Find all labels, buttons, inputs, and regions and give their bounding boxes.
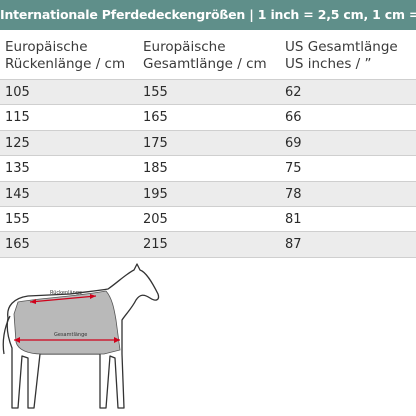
cell-back-length: 105 — [5, 85, 30, 100]
total-length-label: Gesamtlänge — [54, 332, 87, 338]
cell-total-length: 175 — [143, 135, 168, 151]
cell-total-length: 165 — [143, 110, 168, 126]
cell-us-length: 87 — [285, 237, 302, 253]
cell-back-length: 165 — [5, 237, 30, 253]
cell-total-length: 155 — [143, 85, 168, 100]
table-row: 155 205 81 — [0, 206, 416, 233]
table-row: 125 175 69 — [0, 130, 416, 157]
cell-us-length: 66 — [285, 110, 302, 126]
header-total-length: Europäische Gesamtlänge / cm — [143, 39, 267, 72]
table-row: 105 155 62 — [0, 80, 416, 106]
horse-outline: Rückenlänge Gesamtlänge — [2, 263, 160, 409]
cell-back-length: 135 — [5, 161, 30, 177]
back-length-arrow — [29, 295, 97, 303]
cell-us-length: 75 — [285, 161, 302, 177]
cell-back-length: 155 — [5, 211, 30, 227]
cell-total-length: 205 — [143, 211, 168, 227]
table-row: 135 185 75 — [0, 156, 416, 182]
size-table: Europäische Rückenlänge / cm Europäische… — [0, 30, 416, 258]
cell-back-length: 125 — [5, 135, 30, 151]
cell-total-length: 185 — [143, 161, 168, 177]
header-back-length: Europäische Rückenlänge / cm — [5, 39, 126, 72]
back-length-label: Rückenlänge — [50, 290, 82, 296]
cell-us-length: 81 — [285, 211, 302, 227]
cell-back-length: 115 — [5, 110, 30, 126]
horse-blanket-illustration: Rückenlänge Gesamtlänge — [0, 258, 200, 416]
cell-back-length: 145 — [5, 186, 30, 202]
table-row: 115 165 66 — [0, 105, 416, 131]
cell-total-length: 215 — [143, 237, 168, 253]
cell-us-length: 69 — [285, 135, 302, 151]
cell-total-length: 195 — [143, 186, 168, 202]
size-table-title: Internationale Pferdedeckengrößen | 1 in… — [0, 0, 416, 30]
table-row: 145 195 78 — [0, 181, 416, 207]
table-header-row: Europäische Rückenlänge / cm Europäische… — [0, 30, 416, 80]
cell-us-length: 62 — [285, 85, 302, 100]
table-row: 165 215 87 — [0, 232, 416, 258]
cell-us-length: 78 — [285, 186, 302, 202]
header-us-length: US Gesamtlänge US inches / ” — [285, 39, 398, 72]
